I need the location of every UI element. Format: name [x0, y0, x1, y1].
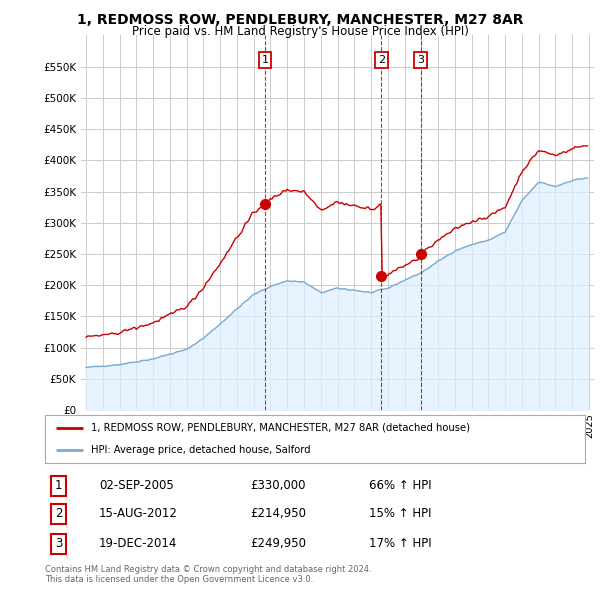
Text: 02-SEP-2005: 02-SEP-2005 — [99, 480, 174, 493]
Text: 3: 3 — [417, 55, 424, 65]
Text: Contains HM Land Registry data © Crown copyright and database right 2024.: Contains HM Land Registry data © Crown c… — [45, 565, 371, 574]
Text: 15% ↑ HPI: 15% ↑ HPI — [369, 507, 431, 520]
Text: 66% ↑ HPI: 66% ↑ HPI — [369, 480, 431, 493]
Text: 1: 1 — [262, 55, 268, 65]
Text: Price paid vs. HM Land Registry's House Price Index (HPI): Price paid vs. HM Land Registry's House … — [131, 25, 469, 38]
Text: 2: 2 — [378, 55, 385, 65]
Text: 15-AUG-2012: 15-AUG-2012 — [99, 507, 178, 520]
Text: 2: 2 — [55, 507, 62, 520]
Text: 1: 1 — [55, 480, 62, 493]
Text: 17% ↑ HPI: 17% ↑ HPI — [369, 537, 431, 550]
Text: £214,950: £214,950 — [250, 507, 306, 520]
Text: 3: 3 — [55, 537, 62, 550]
Text: 1, REDMOSS ROW, PENDLEBURY, MANCHESTER, M27 8AR (detached house): 1, REDMOSS ROW, PENDLEBURY, MANCHESTER, … — [91, 423, 470, 433]
Text: 19-DEC-2014: 19-DEC-2014 — [99, 537, 178, 550]
Text: £249,950: £249,950 — [250, 537, 306, 550]
Text: HPI: Average price, detached house, Salford: HPI: Average price, detached house, Salf… — [91, 445, 311, 455]
Text: 1, REDMOSS ROW, PENDLEBURY, MANCHESTER, M27 8AR: 1, REDMOSS ROW, PENDLEBURY, MANCHESTER, … — [77, 13, 523, 27]
Text: This data is licensed under the Open Government Licence v3.0.: This data is licensed under the Open Gov… — [45, 575, 313, 584]
Text: £330,000: £330,000 — [250, 480, 306, 493]
